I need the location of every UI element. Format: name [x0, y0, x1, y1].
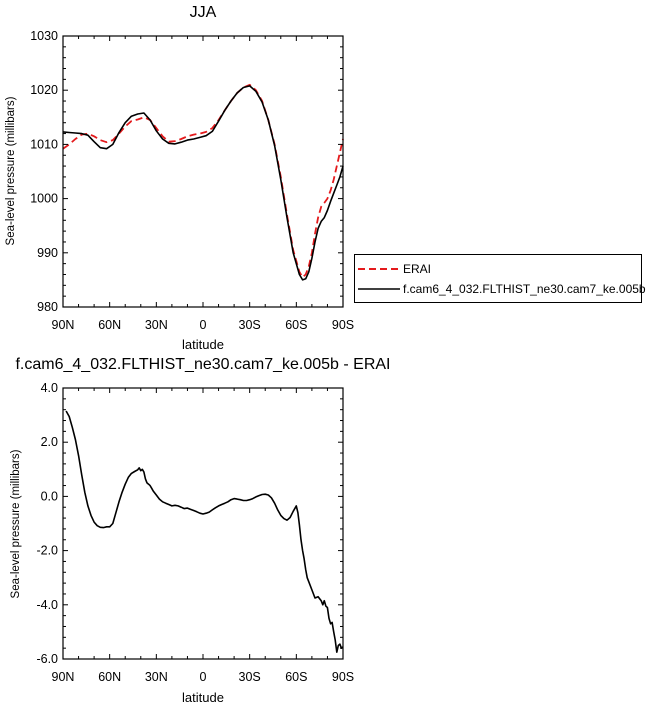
top-y-tick-label: 1020 — [30, 83, 58, 97]
legend-label-model: f.cam6_4_032.FLTHIST_ne30.cam7_ke.005b — [403, 282, 646, 296]
top-chart-x-axis-label: latitude — [182, 337, 224, 352]
top-chart-title: JJA — [190, 4, 217, 21]
top-y-tick-label: 990 — [37, 246, 58, 260]
bottom-chart-title: f.cam6_4_032.FLTHIST_ne30.cam7_ke.005b -… — [15, 356, 390, 373]
top-x-tick-label: 90N — [52, 318, 75, 332]
top-chart-legend: ERAI f.cam6_4_032.FLTHIST_ne30.cam7_ke.0… — [354, 254, 646, 303]
top-plot-frame — [62, 35, 344, 308]
bottom-y-tick-label: -4.0 — [36, 598, 58, 612]
top-chart-plot: 90N 60N 30N 0 30S 60S 90S 980 990 1000 1010 1020 103… — [30, 29, 354, 332]
top-x-tick-label: 90S — [332, 318, 354, 332]
top-x-tick-label: 30N — [145, 318, 168, 332]
bottom-chart-plot: 90N 60N 30N 0 30S 60S 90S -6.0 -4.0 -2.0 0.0 2.0 4.0 — [36, 381, 354, 684]
bottom-y-tick-label: 4.0 — [41, 381, 58, 395]
bottom-x-tick-label: 90N — [52, 670, 75, 684]
bottom-y-tick-label: 0.0 — [41, 489, 58, 503]
top-series-line-1 — [62, 85, 344, 281]
bottom-y-tick-label: -6.0 — [36, 652, 58, 666]
bottom-chart-y-axis-label: Sea-level pressure (millibars) — [10, 449, 22, 598]
top-y-tick-label: 1000 — [30, 192, 58, 206]
top-series-line-0 — [62, 83, 344, 279]
top-x-tick-label: 60N — [98, 318, 121, 332]
top-x-tick-label: 0 — [200, 318, 207, 332]
bottom-y-tick-label: -2.0 — [36, 544, 58, 558]
legend-box — [354, 254, 642, 303]
bottom-plot-frame — [62, 387, 344, 660]
bottom-x-tick-label: 60N — [98, 670, 121, 684]
bottom-y-tick-label: 2.0 — [41, 435, 58, 449]
bottom-x-tick-label: 90S — [332, 670, 354, 684]
bottom-x-tick-label: 30N — [145, 670, 168, 684]
bottom-chart-x-axis-label: latitude — [182, 690, 224, 705]
legend-label-erai: ERAI — [403, 262, 431, 276]
top-chart-y-axis-label: Sea-level pressure (millibars) — [5, 96, 17, 245]
bottom-x-tick-label: 60S — [285, 670, 307, 684]
top-y-tick-label: 980 — [37, 300, 58, 314]
top-y-tick-label: 1030 — [30, 29, 58, 43]
bottom-series-line-0 — [65, 410, 344, 654]
top-x-tick-label: 60S — [285, 318, 307, 332]
top-y-tick-label: 1010 — [30, 137, 58, 151]
bottom-x-tick-label: 0 — [200, 670, 207, 684]
bottom-x-tick-label: 30S — [239, 670, 261, 684]
top-x-tick-label: 30S — [239, 318, 261, 332]
